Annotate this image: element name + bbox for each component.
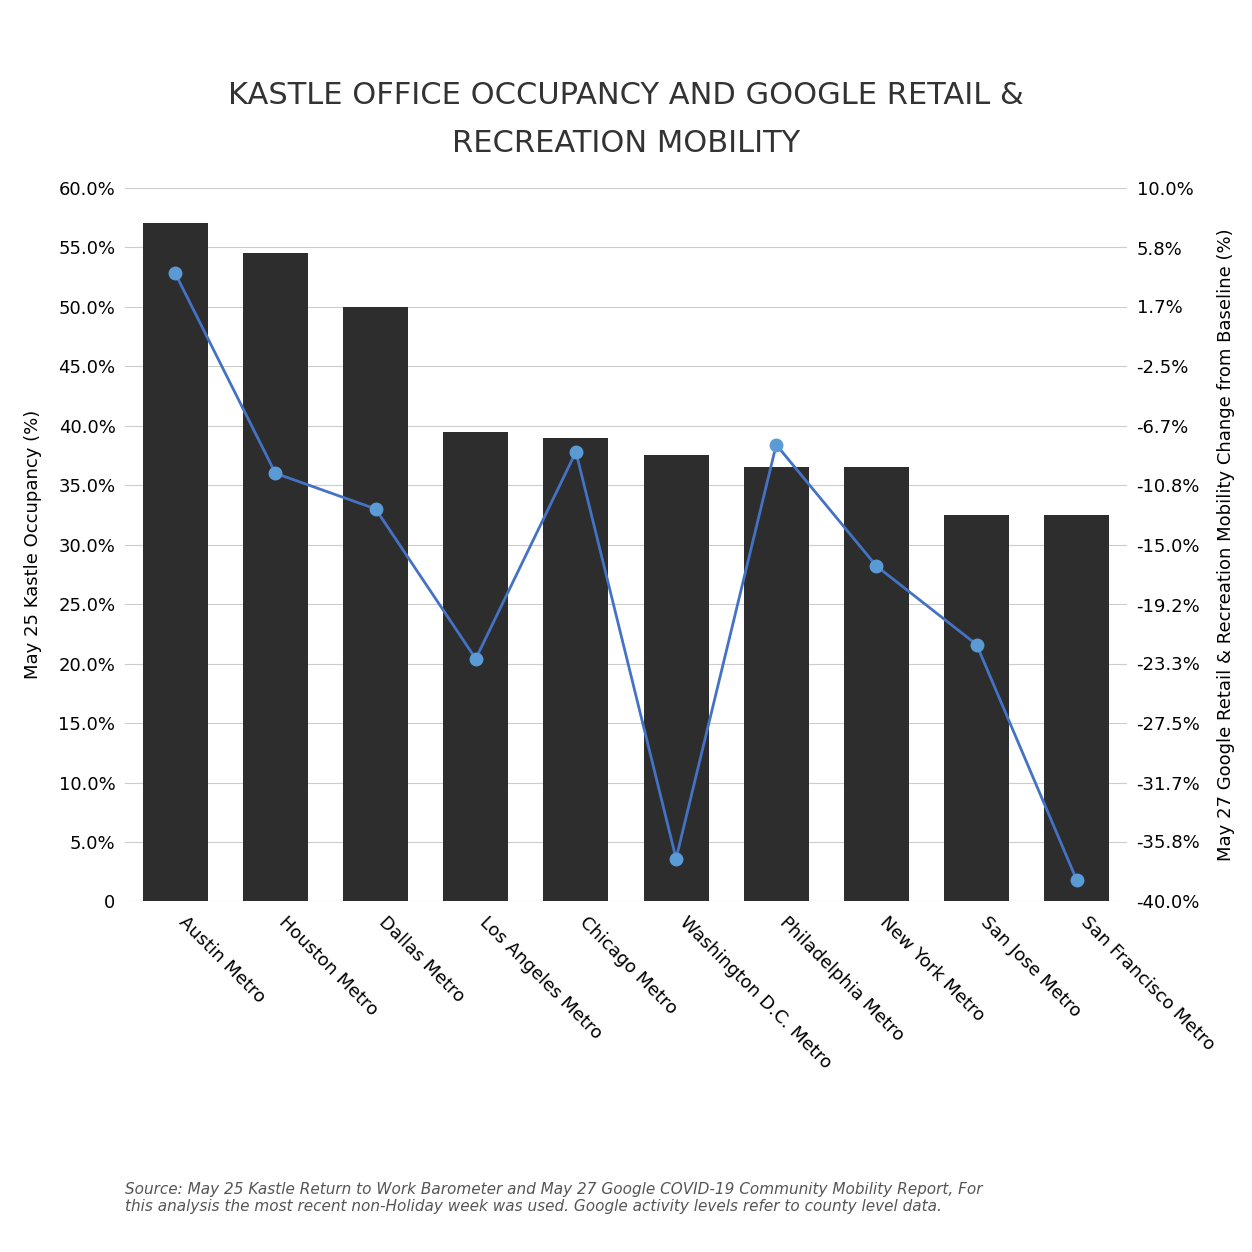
Y-axis label: May 25 Kastle Occupancy (%): May 25 Kastle Occupancy (%) <box>24 409 41 680</box>
Bar <box>143 223 208 901</box>
Bar <box>1044 515 1109 901</box>
Bar <box>844 467 909 901</box>
Text: Source: May 25 Kastle Return to Work Barometer and May 27 Google COVID-19 Commun: Source: May 25 Kastle Return to Work Bar… <box>125 1182 983 1214</box>
Bar <box>543 438 608 901</box>
Bar <box>243 253 308 901</box>
Y-axis label: May 27 Google Retail & Recreation Mobility Change from Baseline (%): May 27 Google Retail & Recreation Mobili… <box>1217 228 1234 861</box>
Bar <box>644 456 709 901</box>
Bar <box>443 432 508 901</box>
Bar <box>343 307 408 901</box>
Bar <box>944 515 1009 901</box>
Bar <box>744 467 809 901</box>
Text: KASTLE OFFICE OCCUPANCY AND GOOGLE RETAIL &
RECREATION MOBILITY: KASTLE OFFICE OCCUPANCY AND GOOGLE RETAI… <box>228 81 1024 158</box>
